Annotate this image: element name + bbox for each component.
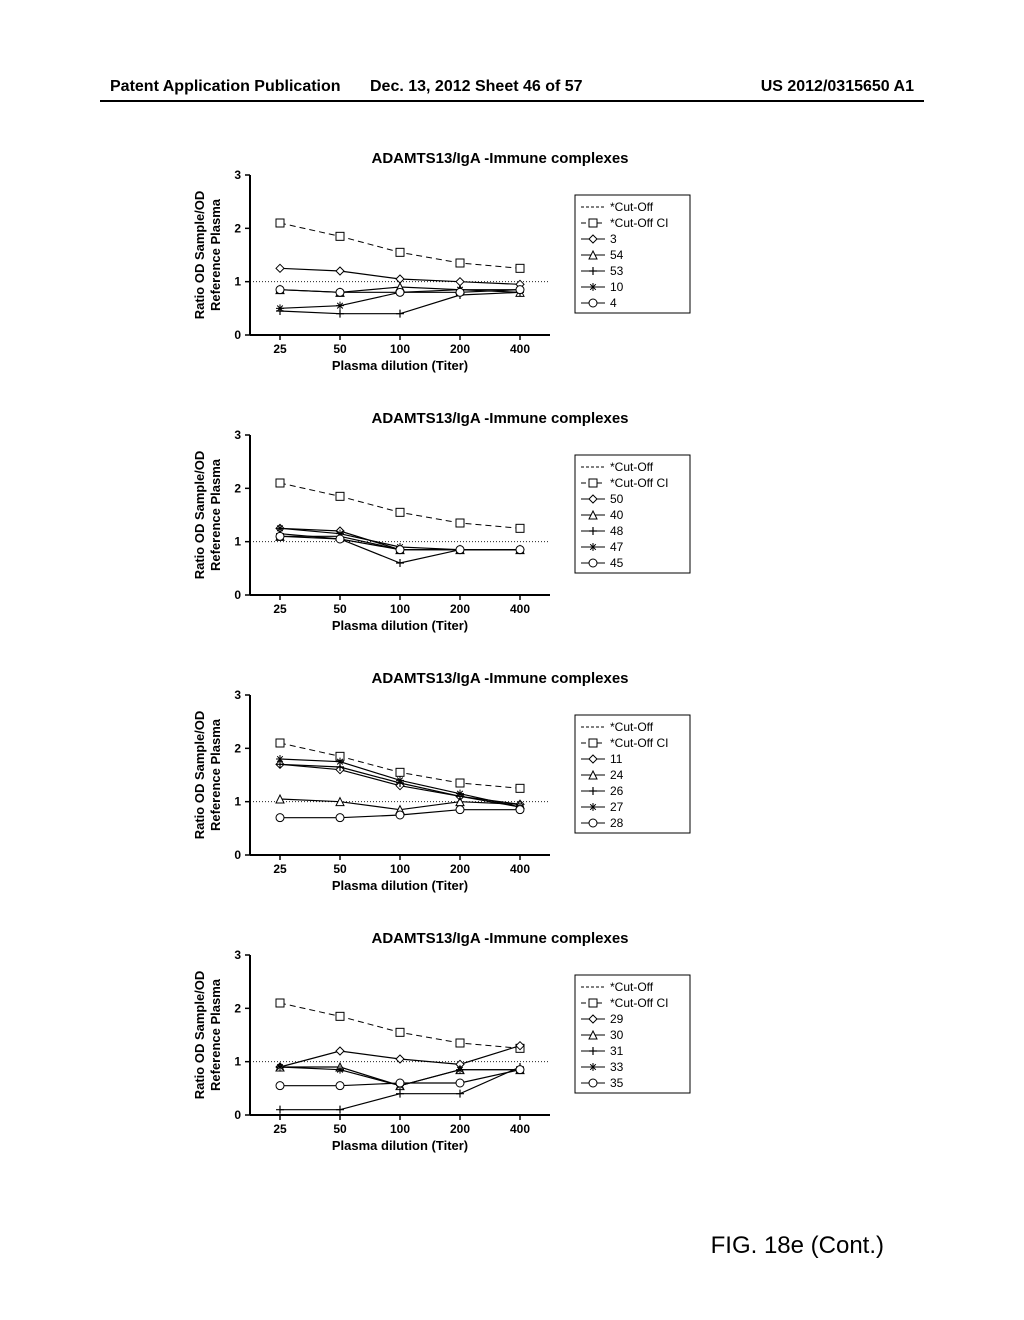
svg-text:50: 50	[610, 492, 624, 506]
svg-text:3: 3	[234, 690, 241, 702]
svg-text:3: 3	[610, 232, 617, 246]
svg-text:0: 0	[234, 588, 241, 602]
svg-text:40: 40	[610, 508, 624, 522]
svg-text:26: 26	[610, 784, 624, 798]
svg-text:Plasma dilution (Titer): Plasma dilution (Titer)	[332, 1138, 468, 1153]
svg-text:30: 30	[610, 1028, 624, 1042]
svg-text:Ratio OD Sample/OD: Ratio OD Sample/OD	[192, 971, 207, 1100]
svg-text:4: 4	[610, 296, 617, 310]
svg-text:48: 48	[610, 524, 624, 538]
figure-caption: FIG. 18e (Cont.)	[711, 1232, 884, 1260]
chart-panel-1: ADAMTS13/IgA -Immune complexes 0 1 2 3 25 50 1…	[190, 150, 810, 410]
svg-text:400: 400	[510, 602, 530, 616]
svg-text:Reference Plasma: Reference Plasma	[208, 198, 223, 311]
svg-text:54: 54	[610, 248, 624, 262]
svg-text:2: 2	[234, 481, 241, 495]
header-right: US 2012/0315650 A1	[761, 78, 914, 96]
chart-column: ADAMTS13/IgA -Immune complexes 0 1 2 3 25 50 1…	[190, 150, 810, 1190]
svg-text:1: 1	[234, 275, 241, 289]
svg-text:400: 400	[510, 862, 530, 876]
svg-text:27: 27	[610, 800, 624, 814]
svg-text:25: 25	[273, 602, 287, 616]
svg-text:29: 29	[610, 1012, 624, 1026]
chart-title: ADAMTS13/IgA -Immune complexes	[190, 930, 810, 947]
svg-text:47: 47	[610, 540, 624, 554]
svg-text:200: 200	[450, 342, 470, 356]
svg-text:3: 3	[234, 430, 241, 442]
svg-text:100: 100	[390, 342, 410, 356]
svg-text:Plasma dilution (Titer): Plasma dilution (Titer)	[332, 878, 468, 893]
svg-text:2: 2	[234, 741, 241, 755]
svg-text:0: 0	[234, 1108, 241, 1122]
svg-text:11: 11	[610, 752, 623, 766]
svg-text:25: 25	[273, 342, 287, 356]
svg-text:3: 3	[234, 950, 241, 962]
svg-text:3: 3	[234, 170, 241, 182]
svg-text:Plasma dilution (Titer): Plasma dilution (Titer)	[332, 358, 468, 373]
svg-text:100: 100	[390, 862, 410, 876]
svg-text:100: 100	[390, 602, 410, 616]
svg-text:200: 200	[450, 602, 470, 616]
svg-text:50: 50	[333, 862, 347, 876]
chart-svg: 0 1 2 3 25 50 100 200 400 Plasma dilution (Titer)…	[190, 170, 810, 410]
svg-text:Ratio OD Sample/OD: Ratio OD Sample/OD	[192, 191, 207, 320]
svg-text:0: 0	[234, 328, 241, 342]
chart-svg: 0 1 2 3 25 50 100 200 400 Plasma dilution (Titer)…	[190, 690, 810, 930]
svg-text:31: 31	[610, 1044, 624, 1058]
svg-text:*Cut-Off: *Cut-Off	[610, 720, 654, 734]
svg-text:24: 24	[610, 768, 624, 782]
svg-text:1: 1	[234, 535, 241, 549]
svg-text:*Cut-Off CI: *Cut-Off CI	[610, 996, 668, 1010]
svg-text:200: 200	[450, 1122, 470, 1136]
chart-panel-4: ADAMTS13/IgA -Immune complexes 0 1 2 3 25 50 1…	[190, 930, 810, 1190]
svg-text:*Cut-Off CI: *Cut-Off CI	[610, 736, 668, 750]
header-mid: Dec. 13, 2012 Sheet 46 of 57	[370, 78, 583, 96]
svg-text:*Cut-Off: *Cut-Off	[610, 200, 654, 214]
svg-text:200: 200	[450, 862, 470, 876]
svg-text:Plasma dilution (Titer): Plasma dilution (Titer)	[332, 618, 468, 633]
svg-text:28: 28	[610, 816, 624, 830]
chart-title: ADAMTS13/IgA -Immune complexes	[190, 410, 810, 427]
svg-text:Ratio OD Sample/OD: Ratio OD Sample/OD	[192, 451, 207, 580]
chart-title: ADAMTS13/IgA -Immune complexes	[190, 150, 810, 167]
chart-title: ADAMTS13/IgA -Immune complexes	[190, 670, 810, 687]
header-rule	[100, 100, 924, 102]
svg-text:100: 100	[390, 1122, 410, 1136]
svg-text:33: 33	[610, 1060, 624, 1074]
svg-text:400: 400	[510, 1122, 530, 1136]
svg-text:Reference Plasma: Reference Plasma	[208, 718, 223, 831]
chart-panel-3: ADAMTS13/IgA -Immune complexes 0 1 2 3 25 50 1…	[190, 670, 810, 930]
svg-text:*Cut-Off CI: *Cut-Off CI	[610, 476, 668, 490]
chart-svg: 0 1 2 3 25 50 100 200 400 Plasma dilution (Titer)…	[190, 950, 810, 1190]
svg-text:Ratio OD Sample/OD: Ratio OD Sample/OD	[192, 711, 207, 840]
svg-text:Reference Plasma: Reference Plasma	[208, 458, 223, 571]
svg-text:25: 25	[273, 862, 287, 876]
svg-text:Reference Plasma: Reference Plasma	[208, 978, 223, 1091]
svg-text:50: 50	[333, 602, 347, 616]
svg-text:*Cut-Off: *Cut-Off	[610, 460, 654, 474]
svg-text:25: 25	[273, 1122, 287, 1136]
chart-panel-2: ADAMTS13/IgA -Immune complexes 0 1 2 3 25 50 1…	[190, 410, 810, 670]
header-left: Patent Application Publication	[110, 78, 341, 96]
svg-text:1: 1	[234, 795, 241, 809]
svg-text:2: 2	[234, 1001, 241, 1015]
svg-text:50: 50	[333, 1122, 347, 1136]
svg-text:53: 53	[610, 264, 624, 278]
svg-text:0: 0	[234, 848, 241, 862]
svg-text:35: 35	[610, 1076, 624, 1090]
chart-svg: 0 1 2 3 25 50 100 200 400 Plasma dilution (Titer)…	[190, 430, 810, 670]
svg-text:50: 50	[333, 342, 347, 356]
svg-text:*Cut-Off: *Cut-Off	[610, 980, 654, 994]
svg-text:1: 1	[234, 1055, 241, 1069]
svg-text:2: 2	[234, 221, 241, 235]
svg-text:400: 400	[510, 342, 530, 356]
svg-text:45: 45	[610, 556, 624, 570]
svg-text:*Cut-Off CI: *Cut-Off CI	[610, 216, 668, 230]
svg-text:10: 10	[610, 280, 624, 294]
